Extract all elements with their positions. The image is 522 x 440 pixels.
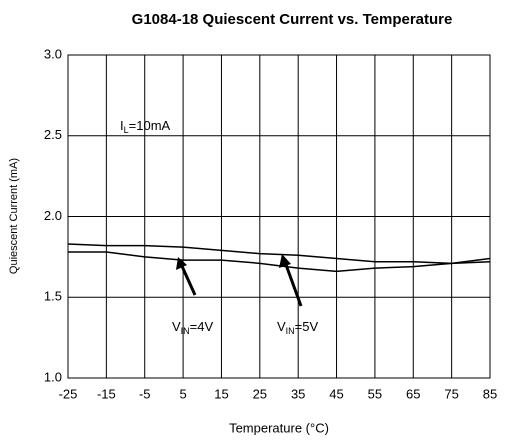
plot-frame [67,54,491,379]
x-tick-label: 35 [291,386,305,401]
x-tick-label: 85 [483,386,497,401]
x-tick-label: 65 [406,386,420,401]
annotation: VIN=4V [172,319,213,336]
data-line [67,243,491,265]
annotation: VIN=5V [277,319,318,336]
x-tick-label: 5 [179,386,186,401]
y-tick-label: 1.0 [44,369,62,384]
data-line [68,251,491,273]
annotation-sub: L [124,125,129,135]
x-tick-label: 25 [253,386,267,401]
x-axis-label: Temperature (°C) [229,420,329,435]
annotation-main: V [172,319,181,334]
y-tick-label: 2.5 [44,127,62,142]
x-tick-label: 75 [444,386,458,401]
annotation-main: I [120,118,124,133]
annotation-rest: =10mA [129,118,171,133]
x-tick-label: -5 [139,386,151,401]
x-tick-label: -15 [97,386,116,401]
annotation-sub: IN [181,326,190,336]
y-tick-label: 1.5 [44,289,62,304]
annotation-sub: IN [286,326,295,336]
annotation-rest: =5V [295,319,319,334]
annotation-main: V [277,319,286,334]
y-tick-label: 3.0 [44,46,62,61]
x-tick-label: -25 [59,386,78,401]
x-tick-label: 55 [368,386,382,401]
y-tick-label: 2.0 [44,208,62,223]
annotation-rest: =4V [190,319,214,334]
y-axis-label: Quiescent Current (mA) [8,158,20,274]
x-tick-label: 45 [329,386,343,401]
chart-title: G1084-18 Quiescent Current vs. Temperatu… [132,11,453,28]
x-tick-label: 15 [214,386,228,401]
annotation: IL=10mA [120,118,171,135]
